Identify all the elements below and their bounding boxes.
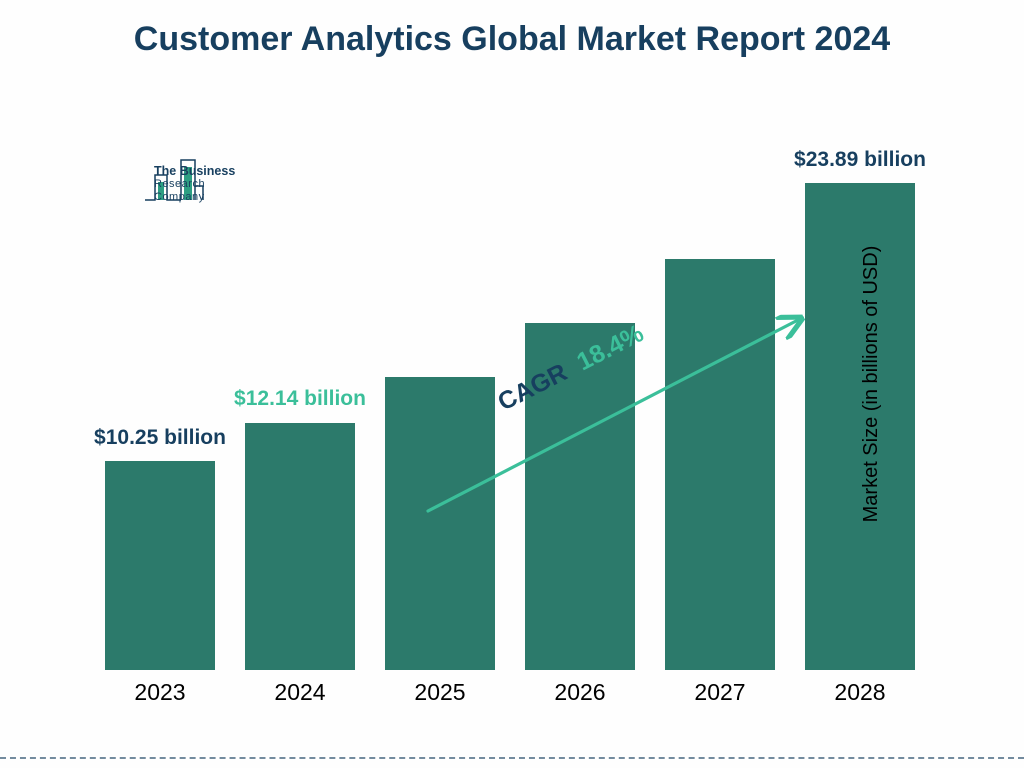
x-label: 2026: [510, 679, 650, 706]
bar-slot-2023: $10.25 billion: [90, 461, 230, 670]
x-label: 2024: [230, 679, 370, 706]
x-label: 2027: [650, 679, 790, 706]
x-label: 2028: [790, 679, 930, 706]
bar-2023: [105, 461, 215, 670]
x-label: 2023: [90, 679, 230, 706]
bar-chart: $10.25 billion $12.14 billion $23.89 bil…: [80, 140, 940, 700]
bar-top-label: $12.14 billion: [230, 386, 370, 412]
divider-line: [0, 757, 1024, 759]
bar-slot-2027: [650, 259, 790, 670]
bar-2025: [385, 377, 495, 670]
bar-top-label: $10.25 billion: [90, 425, 230, 451]
bar-2024: [245, 423, 355, 670]
y-axis-label: Market Size (in billions of USD): [860, 246, 883, 523]
bar-slot-2024: $12.14 billion: [230, 423, 370, 670]
x-axis-labels: 2023 2024 2025 2026 2027 2028: [80, 679, 940, 706]
bar-2027: [665, 259, 775, 670]
x-label: 2025: [370, 679, 510, 706]
chart-title: Customer Analytics Global Market Report …: [0, 18, 1024, 61]
bar-top-label: $23.89 billion: [790, 147, 930, 173]
bar-slot-2025: [370, 377, 510, 670]
